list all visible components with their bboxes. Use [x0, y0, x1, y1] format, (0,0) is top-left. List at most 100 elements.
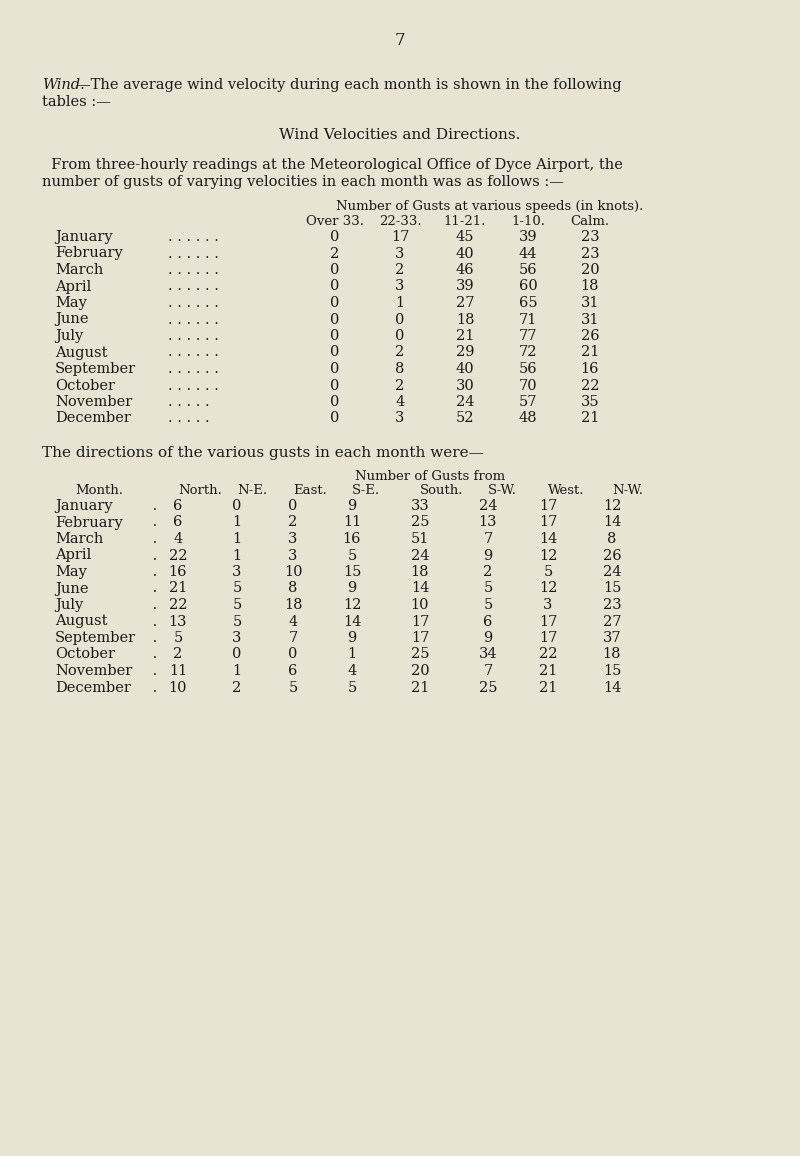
Text: 0: 0: [330, 378, 340, 393]
Text: 24: 24: [478, 499, 498, 513]
Text: 0: 0: [330, 362, 340, 376]
Text: 77: 77: [518, 329, 538, 343]
Text: .: .: [148, 681, 158, 695]
Text: 18: 18: [602, 647, 622, 661]
Text: 7: 7: [483, 664, 493, 679]
Text: 3: 3: [395, 412, 405, 425]
Text: 22: 22: [581, 378, 599, 393]
Text: . . . . . .: . . . . . .: [168, 280, 219, 294]
Text: . . . . . .: . . . . . .: [168, 246, 219, 260]
Text: February: February: [55, 516, 122, 529]
Text: 5: 5: [232, 598, 242, 612]
Text: November: November: [55, 664, 132, 679]
Text: 3: 3: [395, 280, 405, 294]
Text: Over 33.: Over 33.: [306, 215, 364, 228]
Text: .: .: [148, 647, 158, 661]
Text: 21: 21: [456, 329, 474, 343]
Text: 11: 11: [343, 516, 361, 529]
Text: 17: 17: [539, 516, 557, 529]
Text: West.: West.: [548, 484, 585, 497]
Text: 2: 2: [330, 246, 340, 260]
Text: 34: 34: [478, 647, 498, 661]
Text: 21: 21: [539, 681, 557, 695]
Text: tables :—: tables :—: [42, 95, 111, 109]
Text: 14: 14: [603, 681, 621, 695]
Text: 5: 5: [174, 631, 182, 645]
Text: 21: 21: [411, 681, 429, 695]
Text: 45: 45: [456, 230, 474, 244]
Text: 3: 3: [232, 565, 242, 579]
Text: 48: 48: [518, 412, 538, 425]
Text: 9: 9: [347, 631, 357, 645]
Text: . . . . . .: . . . . . .: [168, 362, 219, 376]
Text: July: July: [55, 598, 83, 612]
Text: 18: 18: [581, 280, 599, 294]
Text: .: .: [148, 598, 158, 612]
Text: 17: 17: [539, 499, 557, 513]
Text: .: .: [148, 565, 158, 579]
Text: April: April: [55, 548, 91, 563]
Text: 20: 20: [410, 664, 430, 679]
Text: number of gusts of varying velocities in each month was as follows :—: number of gusts of varying velocities in…: [42, 175, 564, 188]
Text: S-W.: S-W.: [488, 484, 517, 497]
Text: May: May: [55, 296, 87, 310]
Text: 17: 17: [539, 631, 557, 645]
Text: 0: 0: [232, 647, 242, 661]
Text: 40: 40: [456, 246, 474, 260]
Text: 17: 17: [391, 230, 409, 244]
Text: 18: 18: [410, 565, 430, 579]
Text: 27: 27: [602, 615, 622, 629]
Text: 0: 0: [330, 230, 340, 244]
Text: 2: 2: [288, 516, 298, 529]
Text: 8: 8: [395, 362, 405, 376]
Text: 5: 5: [483, 598, 493, 612]
Text: 22-33.: 22-33.: [378, 215, 422, 228]
Text: May: May: [55, 565, 87, 579]
Text: 25: 25: [478, 681, 498, 695]
Text: 2: 2: [395, 264, 405, 277]
Text: 21: 21: [169, 581, 187, 595]
Text: 2: 2: [483, 565, 493, 579]
Text: .: .: [148, 499, 158, 513]
Text: 3: 3: [232, 631, 242, 645]
Text: 56: 56: [518, 264, 538, 277]
Text: 1: 1: [233, 532, 242, 546]
Text: June: June: [55, 312, 89, 326]
Text: August: August: [55, 346, 107, 360]
Text: East.: East.: [293, 484, 327, 497]
Text: 60: 60: [518, 280, 538, 294]
Text: 33: 33: [410, 499, 430, 513]
Text: —The average wind velocity during each month is shown in the following: —The average wind velocity during each m…: [76, 77, 622, 92]
Text: 2: 2: [174, 647, 182, 661]
Text: 7: 7: [288, 631, 298, 645]
Text: .: .: [148, 631, 158, 645]
Text: 26: 26: [602, 548, 622, 563]
Text: Number of Gusts from: Number of Gusts from: [355, 470, 505, 483]
Text: Wind.: Wind.: [42, 77, 85, 92]
Text: . . . . . .: . . . . . .: [168, 312, 219, 326]
Text: 0: 0: [330, 280, 340, 294]
Text: 15: 15: [603, 664, 621, 679]
Text: 4: 4: [395, 395, 405, 409]
Text: 21: 21: [581, 412, 599, 425]
Text: 0: 0: [330, 412, 340, 425]
Text: 12: 12: [539, 548, 557, 563]
Text: 10: 10: [284, 565, 302, 579]
Text: 12: 12: [603, 499, 621, 513]
Text: 27: 27: [456, 296, 474, 310]
Text: 0: 0: [330, 296, 340, 310]
Text: 0: 0: [330, 264, 340, 277]
Text: 25: 25: [410, 647, 430, 661]
Text: 1: 1: [347, 647, 357, 661]
Text: 7: 7: [394, 32, 406, 49]
Text: 22: 22: [538, 647, 558, 661]
Text: 15: 15: [343, 565, 361, 579]
Text: 4: 4: [347, 664, 357, 679]
Text: 2: 2: [232, 681, 242, 695]
Text: .: .: [148, 516, 158, 529]
Text: 3: 3: [288, 548, 298, 563]
Text: 0: 0: [330, 346, 340, 360]
Text: 9: 9: [483, 631, 493, 645]
Text: 23: 23: [581, 230, 599, 244]
Text: 6: 6: [174, 499, 182, 513]
